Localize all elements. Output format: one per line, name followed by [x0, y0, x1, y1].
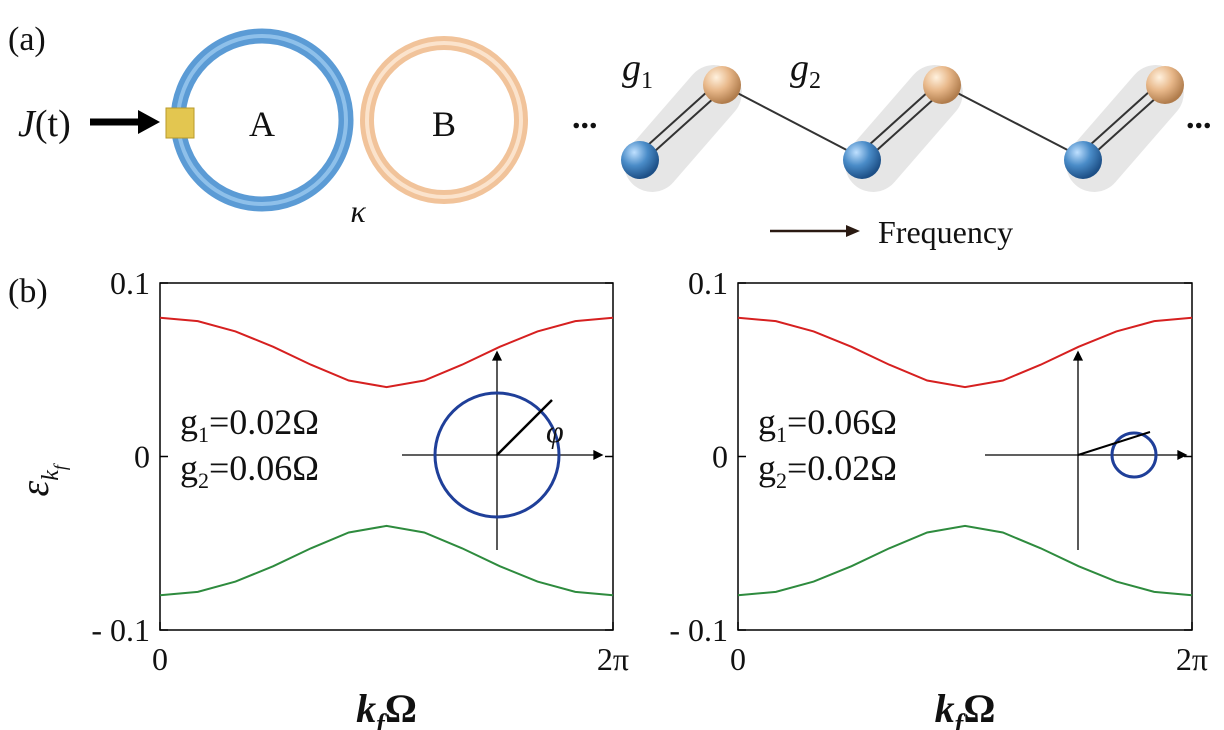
drive-arrow-head [138, 110, 160, 134]
curve [159, 524, 614, 597]
ellipsis: ... [572, 99, 598, 136]
frequency-label: Frequency [878, 214, 1013, 250]
dimer-chain [621, 65, 1184, 192]
coupling-label: g2 [790, 47, 821, 94]
site-b [923, 66, 961, 104]
y-tick-label: - 0.1 [91, 612, 150, 648]
loss-label: κ [350, 193, 366, 229]
annotation: g1=0.06Ω [758, 402, 897, 447]
curve [737, 316, 1193, 389]
ellipsis: ... [1186, 99, 1212, 136]
site-a [843, 141, 881, 179]
ring-b-highlight [365, 41, 523, 199]
panel-label: (b) [8, 273, 48, 310]
site-b [703, 66, 741, 104]
site-b [1146, 66, 1184, 104]
inset-label: φ [546, 413, 564, 449]
annotation: g2=0.06Ω [180, 448, 319, 493]
frequency-arrow-head [846, 225, 860, 237]
annotation: g1=0.02Ω [180, 402, 319, 447]
curve [737, 524, 1193, 597]
y-axis-label: εkf [12, 462, 70, 496]
ring-a-label: A [249, 104, 275, 144]
x-tick-label: 0 [152, 641, 168, 677]
y-tick-label: 0 [134, 439, 150, 475]
coupling-label: g1 [622, 47, 653, 94]
y-tick-label: 0.1 [688, 265, 728, 301]
ring-b-label: B [432, 104, 456, 144]
drive-label: J(t) [18, 103, 71, 145]
x-tick-label: 0 [730, 641, 746, 677]
y-tick-label: 0 [712, 439, 728, 475]
inset-2 [985, 350, 1188, 550]
x-tick-label: 2π [1176, 641, 1208, 677]
site-a [1064, 141, 1102, 179]
y-tick-label: - 0.1 [669, 612, 728, 648]
curve [159, 316, 614, 389]
y-tick-label: 0.1 [110, 265, 150, 301]
coupler [165, 107, 195, 139]
panel-label: (a) [8, 21, 46, 58]
annotation: g2=0.02Ω [758, 448, 897, 493]
x-tick-label: 2π [597, 641, 629, 677]
site-a [621, 141, 659, 179]
inset-1 [402, 350, 604, 550]
x-axis-label: kfΩ [356, 686, 417, 730]
x-axis-label: kfΩ [935, 686, 996, 730]
